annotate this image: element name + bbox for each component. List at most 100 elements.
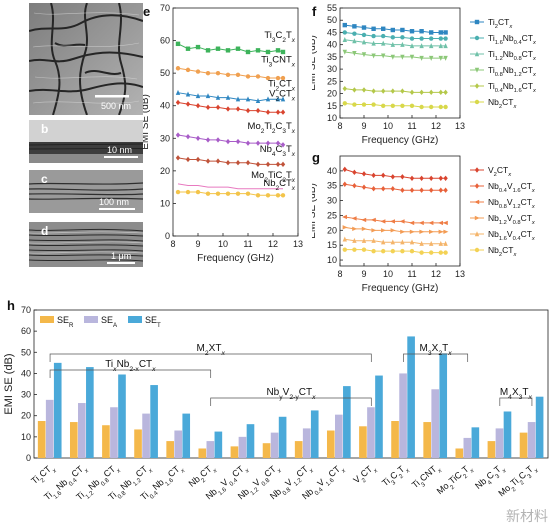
- data-point: [255, 107, 261, 114]
- y-tick-label: 50: [327, 15, 337, 25]
- group-bracket-2: NbyV2-yCTx: [210, 387, 372, 406]
- bar-SE_T: [118, 374, 126, 458]
- data-point: [429, 175, 434, 181]
- data-point: [443, 55, 448, 61]
- plot-frame: [339, 7, 461, 119]
- data-point: [245, 140, 251, 146]
- data-point: [342, 36, 347, 42]
- series-Ti2CTx: [342, 22, 448, 35]
- legend-marker: [474, 99, 480, 105]
- series-label-Ti2CTx: Ti2CTx: [268, 79, 296, 93]
- x-tick-label: 13: [455, 269, 465, 279]
- series-V2CTx: [175, 99, 286, 115]
- series-Nb2CTx: [175, 189, 286, 198]
- legend-label-Nb1.2V0.8CTx: Nb1.2V0.8CTx: [488, 213, 536, 226]
- data-point: [438, 229, 444, 235]
- bar-SE_T: [214, 431, 223, 458]
- series-Ti3CNTx: [175, 66, 286, 81]
- data-point: [205, 93, 211, 99]
- data-point: [245, 49, 251, 55]
- group-bracket-4: M4X3Tx: [499, 387, 533, 406]
- group-label: TixNb2-xCTx: [105, 359, 156, 373]
- data-point: [371, 40, 376, 46]
- y-axis-label: EMI SE (dB): [143, 94, 151, 150]
- plot-frame: [339, 155, 461, 267]
- group-bracket-0: M2XTx: [49, 343, 372, 362]
- data-point: [438, 36, 443, 41]
- data-point: [380, 219, 386, 224]
- data-point: [275, 75, 281, 81]
- data-point: [225, 160, 231, 166]
- data-point: [381, 103, 386, 108]
- data-point: [342, 247, 347, 252]
- bracket-line: [499, 397, 533, 406]
- data-point: [195, 189, 201, 195]
- bar-SE_R: [487, 441, 496, 458]
- data-point: [342, 30, 347, 35]
- x-axis-label: Frequency (GHz): [362, 283, 439, 294]
- data-point: [400, 229, 406, 235]
- bar-SE_R: [198, 448, 207, 458]
- series-Nb0.8V1.2CTx: [342, 214, 448, 226]
- y-tick-label: 20: [160, 166, 170, 176]
- data-point: [225, 106, 231, 112]
- data-point: [235, 46, 241, 51]
- data-point: [428, 220, 434, 226]
- data-point: [409, 54, 415, 60]
- data-point: [215, 70, 221, 76]
- y-tick-label: 10: [327, 255, 337, 265]
- y-axis-label: EMI SE (dB): [3, 353, 15, 414]
- series-Ti2CTx: [175, 89, 286, 104]
- data-point: [342, 22, 347, 28]
- data-point: [195, 93, 201, 99]
- legend-marker: [474, 83, 480, 89]
- bar-SE_T: [343, 386, 351, 458]
- data-point: [275, 161, 281, 168]
- bar-SE_R: [69, 422, 78, 458]
- panel-letter-f: f: [312, 4, 317, 19]
- data-point: [352, 87, 357, 93]
- y-axis-label: EMI SE (dB): [312, 183, 318, 239]
- y-tick-label: 20: [327, 225, 337, 235]
- y-tick-label: 40: [327, 166, 337, 176]
- series-Ti1.6Nb0.4CTx: [342, 30, 448, 41]
- bar-SE_A: [527, 422, 536, 458]
- legend-label-SE_A: SEA: [101, 315, 118, 329]
- data-point: [419, 43, 424, 49]
- data-point: [419, 175, 424, 181]
- x-tick-label: 11: [407, 269, 416, 279]
- bar-SE_A: [45, 399, 54, 458]
- group-label: NbyV2-yCTx: [266, 387, 316, 401]
- bar-SE_R: [102, 425, 110, 458]
- data-point: [195, 69, 201, 74]
- data-point: [390, 35, 395, 40]
- data-point: [215, 158, 221, 164]
- data-point: [245, 160, 251, 166]
- data-point: [175, 66, 181, 71]
- data-point: [280, 49, 286, 55]
- data-point: [195, 156, 201, 163]
- data-point: [280, 161, 286, 168]
- data-point: [280, 193, 286, 198]
- data-point: [381, 88, 386, 94]
- data-point: [185, 67, 191, 73]
- panel-letter-e: e: [143, 4, 151, 19]
- data-point: [195, 103, 201, 109]
- bracket-line: [49, 353, 372, 362]
- data-point: [419, 29, 424, 34]
- data-point: [265, 49, 271, 55]
- bar-SE_T: [375, 375, 383, 458]
- data-point: [429, 89, 434, 96]
- data-point: [400, 41, 405, 47]
- series-label-Mo2TiC2Tx: Mo2TiC2Tx: [251, 170, 296, 184]
- data-point: [352, 247, 357, 252]
- data-point: [400, 88, 405, 94]
- y-tick-label: 50: [160, 68, 170, 78]
- panel-letter-g: g: [312, 150, 320, 165]
- data-point: [342, 214, 347, 220]
- data-point: [371, 172, 376, 179]
- y-tick-label: 60: [21, 326, 31, 336]
- series-label-Ti3C2Tx: Ti3C2Tx: [264, 30, 295, 44]
- data-point: [381, 186, 386, 192]
- plot-frame: [33, 309, 549, 459]
